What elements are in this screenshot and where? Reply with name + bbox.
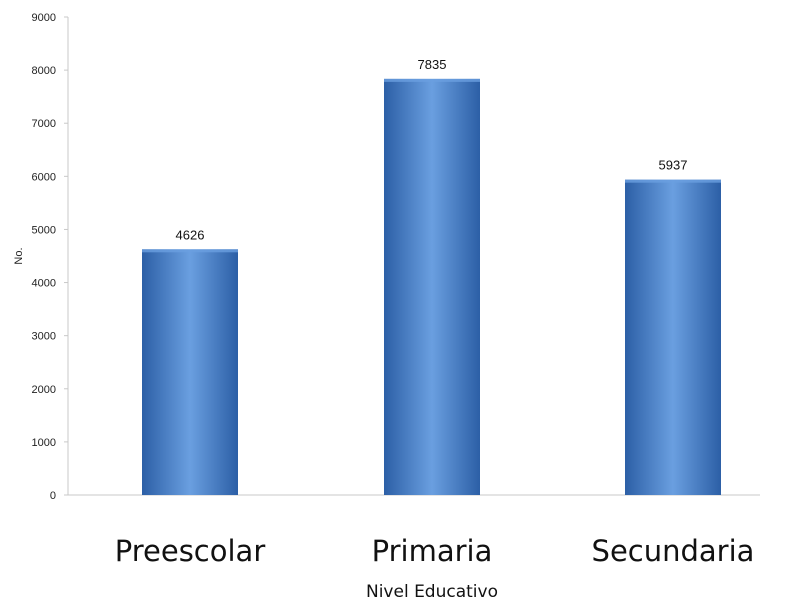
x-category-label: Preescolar <box>115 534 266 568</box>
x-axis-categories: Preescolar Primaria Secundaria <box>115 534 755 568</box>
bar-top-highlight <box>384 78 480 82</box>
y-tick-label: 9000 <box>32 12 56 24</box>
bar <box>625 179 721 496</box>
y-tick-label: 7000 <box>32 118 56 130</box>
y-tick-label: 4000 <box>32 278 56 290</box>
bar-top-highlight <box>625 179 721 183</box>
y-tick-label: 1000 <box>32 437 56 449</box>
x-category-label: Secundaria <box>592 534 755 568</box>
y-tick-label: 2000 <box>32 384 56 396</box>
bar <box>142 249 238 495</box>
y-axis-label: No. <box>13 247 25 264</box>
bars <box>142 78 721 496</box>
x-axis-label: Nivel Educativo <box>366 582 498 602</box>
data-labels: 4626 7835 5937 <box>176 57 688 242</box>
y-tick-label: 5000 <box>32 224 56 236</box>
y-tick-label: 8000 <box>32 65 56 77</box>
y-tick-label: 6000 <box>32 171 56 183</box>
y-axis-ticks: 0 1000 2000 3000 4000 5000 6000 7000 8000 9000 <box>32 12 68 502</box>
bar <box>384 78 480 495</box>
data-label: 7835 <box>418 57 447 72</box>
x-category-label: Primaria <box>372 534 493 568</box>
data-label: 5937 <box>659 158 688 173</box>
bar-top-highlight <box>142 249 238 253</box>
y-tick-label: 0 <box>50 490 56 502</box>
y-tick-label: 3000 <box>32 331 56 343</box>
data-label: 4626 <box>176 227 205 242</box>
